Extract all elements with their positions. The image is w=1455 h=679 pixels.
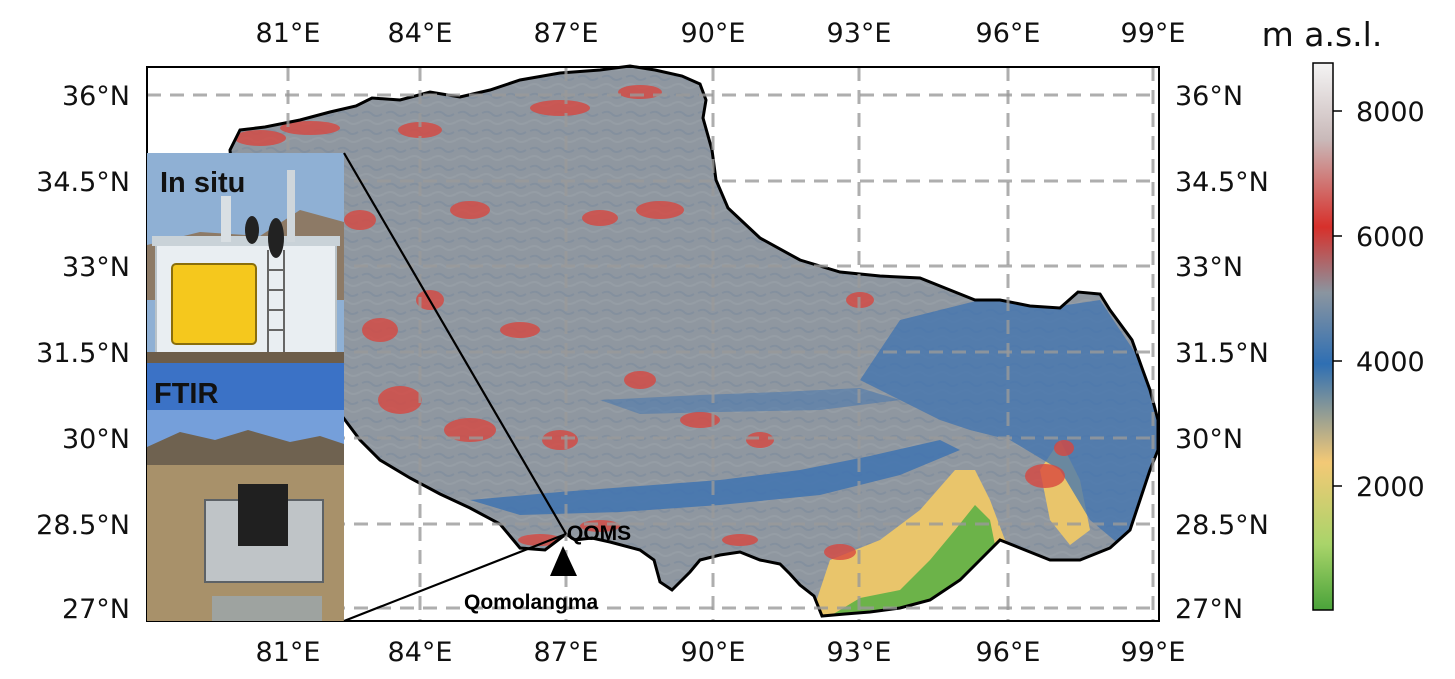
- high-peak-area: [624, 371, 656, 389]
- in-situ-photo-ladder: [267, 250, 285, 358]
- forest-region: [820, 505, 995, 616]
- ftir-photo-mountains: [147, 430, 344, 470]
- high-peak-area: [444, 418, 496, 442]
- high-peak-area: [280, 121, 340, 135]
- in-situ-photo-instrument: [171, 263, 257, 345]
- in-situ-photo-person-2: [245, 216, 259, 244]
- longitude-ticks-bottom: 81°E 84°E 87°E 90°E 93°E 96°E 99°E: [256, 637, 1186, 668]
- in-situ-photo-tower: [287, 170, 295, 242]
- latitude-tick-label-left: 28.5°N: [36, 510, 130, 541]
- connector-line-top: [343, 152, 567, 535]
- plateau-boundary: [228, 64, 1160, 618]
- high-peak-area: [618, 85, 662, 99]
- longitude-tick-label-bottom: 81°E: [256, 637, 321, 668]
- latitude-tick-label-left: 33°N: [62, 252, 130, 283]
- latitude-ticks-right: 36°N 34.5°N 33°N 31.5°N 30°N 28.5°N 27°N: [1175, 81, 1269, 625]
- in-situ-photo: In situ: [147, 153, 344, 363]
- high-peak-area: [824, 544, 856, 560]
- latitude-tick-label-right: 28.5°N: [1175, 510, 1269, 541]
- central-valley-band: [600, 388, 900, 414]
- high-peak-area: [530, 100, 590, 116]
- longitude-tick-label-top: 87°E: [534, 18, 599, 49]
- high-peak-area: [680, 412, 720, 428]
- ftir-photo: FTIR: [147, 363, 344, 621]
- longitude-tick-label-top: 96°E: [976, 18, 1041, 49]
- river-valley-band: [470, 440, 960, 515]
- longitude-tick-label-bottom: 84°E: [388, 637, 453, 668]
- latitude-tick-label-left: 34.5°N: [36, 167, 130, 198]
- connector-line-bottom: [343, 532, 567, 623]
- colorbar-tick-label: 6000: [1356, 222, 1425, 253]
- high-peak-area: [450, 201, 490, 219]
- latitude-tick-label-right: 30°N: [1175, 424, 1243, 455]
- latitude-tick-label-left: 36°N: [62, 81, 130, 112]
- high-peak-area: [1054, 440, 1074, 456]
- ftir-photo-label: FTIR: [154, 378, 218, 410]
- latitude-tick-label-left: 27°N: [62, 594, 130, 625]
- in-situ-photo-roof: [152, 236, 340, 246]
- high-peak-area: [344, 210, 376, 230]
- high-peak-area: [1025, 464, 1065, 488]
- high-peak-area: [398, 122, 442, 138]
- in-situ-photo-label: In situ: [160, 167, 245, 199]
- longitude-tick-label-bottom: 96°E: [976, 637, 1041, 668]
- colorbar-tick-label: 2000: [1356, 472, 1425, 503]
- qoms-site-label: QOMS: [567, 522, 631, 545]
- latitude-tick-label-left: 30°N: [62, 424, 130, 455]
- longitude-tick-label-bottom: 93°E: [827, 637, 892, 668]
- colorbar-unit-label: m a.s.l.: [1262, 15, 1383, 54]
- latitude-tick-label-right: 27°N: [1175, 594, 1243, 625]
- high-peak-area: [542, 430, 578, 450]
- latitude-tick-label-right: 34.5°N: [1175, 167, 1269, 198]
- longitude-tick-label-top: 81°E: [256, 18, 321, 49]
- qomolangma-triangle-marker: [550, 546, 577, 576]
- high-peak-area: [234, 130, 286, 146]
- ftir-photo-instrument: [238, 484, 288, 546]
- latitude-tick-label-right: 36°N: [1175, 81, 1243, 112]
- colorbar-ticks: 8000 6000 4000 2000: [1333, 97, 1425, 503]
- longitude-tick-label-top: 99°E: [1121, 18, 1186, 49]
- longitude-tick-label-bottom: 90°E: [681, 637, 746, 668]
- colorbar-tick-label: 8000: [1356, 97, 1425, 128]
- latitude-ticks-left: 36°N 34.5°N 33°N 31.5°N 30°N 28.5°N 27°N: [36, 81, 130, 625]
- elevation-colorbar: 8000 6000 4000 2000 m a.s.l.: [1262, 15, 1425, 611]
- colorbar-bar: [1312, 62, 1334, 611]
- in-situ-photo-person: [268, 218, 284, 258]
- longitude-tick-label-top: 93°E: [827, 18, 892, 49]
- high-peak-area: [518, 534, 562, 546]
- high-peak-area: [582, 210, 618, 226]
- latitude-tick-label-left: 31.5°N: [36, 338, 130, 369]
- high-peak-area: [362, 318, 398, 342]
- high-peak-area: [746, 432, 774, 448]
- longitude-tick-label-bottom: 99°E: [1121, 637, 1186, 668]
- longitude-tick-label-top: 90°E: [681, 18, 746, 49]
- qomolangma-label: Qomolangma: [464, 591, 599, 614]
- in-situ-photo-ground: [147, 352, 344, 363]
- longitude-tick-label-top: 84°E: [388, 18, 453, 49]
- high-peak-area: [722, 534, 758, 546]
- in-situ-photo-mast: [221, 196, 231, 242]
- high-peak-area: [500, 322, 540, 338]
- longitude-tick-label-bottom: 87°E: [534, 637, 599, 668]
- latitude-tick-label-right: 33°N: [1175, 252, 1243, 283]
- colorbar-tick-label: 4000: [1356, 347, 1425, 378]
- high-peak-area: [636, 201, 684, 219]
- latitude-tick-label-right: 31.5°N: [1175, 338, 1269, 369]
- longitude-ticks-top: 81°E 84°E 87°E 90°E 93°E 96°E 99°E: [256, 18, 1186, 49]
- eastern-valley-region: [860, 300, 1158, 545]
- ftir-photo-plate: [212, 596, 322, 621]
- high-peak-area: [378, 386, 422, 414]
